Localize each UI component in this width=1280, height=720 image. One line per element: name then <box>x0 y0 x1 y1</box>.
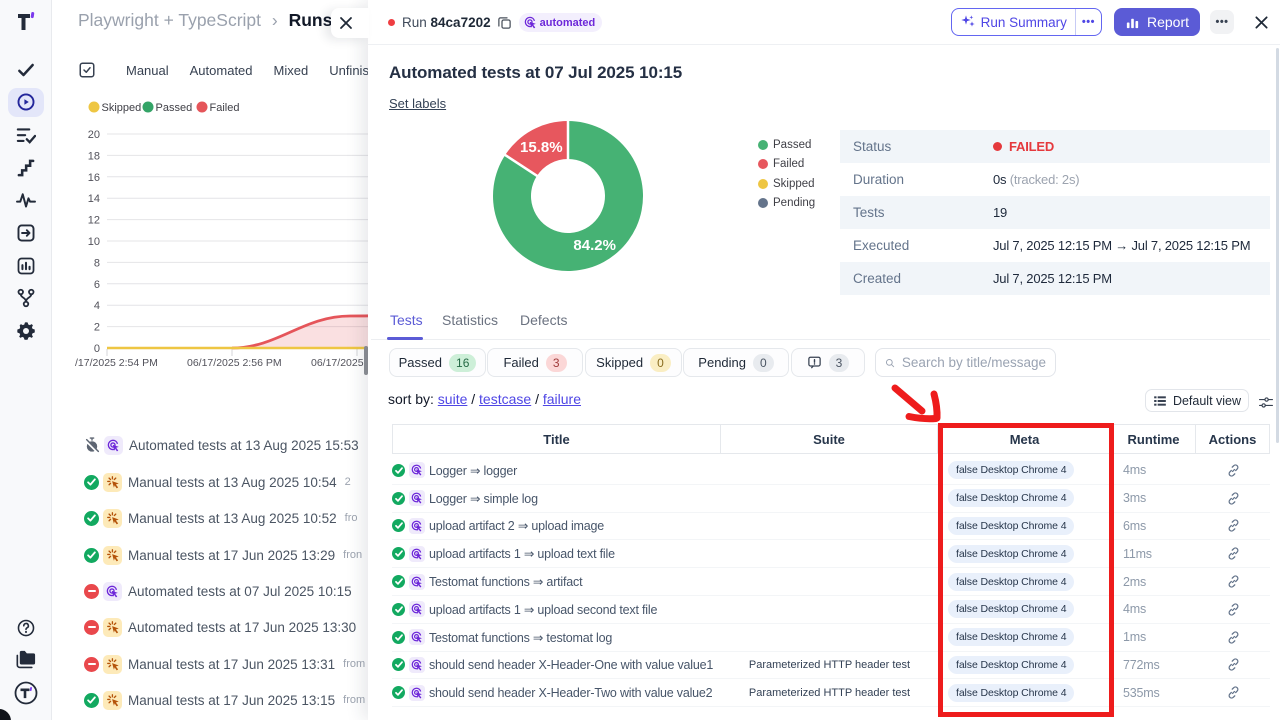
svg-text:Passed: Passed <box>156 102 193 114</box>
svg-text:06/17/2025 2:56 PM: 06/17/2025 2:56 PM <box>187 357 282 369</box>
svg-text:84.2%: 84.2% <box>573 237 616 254</box>
svg-text:4: 4 <box>94 300 100 312</box>
svg-text:20: 20 <box>88 129 100 141</box>
svg-text:Skipped: Skipped <box>102 102 142 114</box>
svg-text:15.8%: 15.8% <box>520 139 563 156</box>
svg-text:18: 18 <box>88 150 100 162</box>
svg-text:0: 0 <box>94 343 100 355</box>
svg-text:8: 8 <box>94 257 100 269</box>
svg-text:14: 14 <box>88 193 100 205</box>
svg-text:12: 12 <box>88 215 100 227</box>
svg-text:6: 6 <box>94 279 100 291</box>
svg-text:06/17/2025: 06/17/2025 <box>311 357 364 369</box>
svg-text:2: 2 <box>94 322 100 334</box>
svg-text:/17/2025 2:54 PM: /17/2025 2:54 PM <box>75 357 158 369</box>
svg-text:10: 10 <box>88 236 100 248</box>
svg-text:16: 16 <box>88 172 100 184</box>
svg-text:Failed: Failed <box>210 102 240 114</box>
